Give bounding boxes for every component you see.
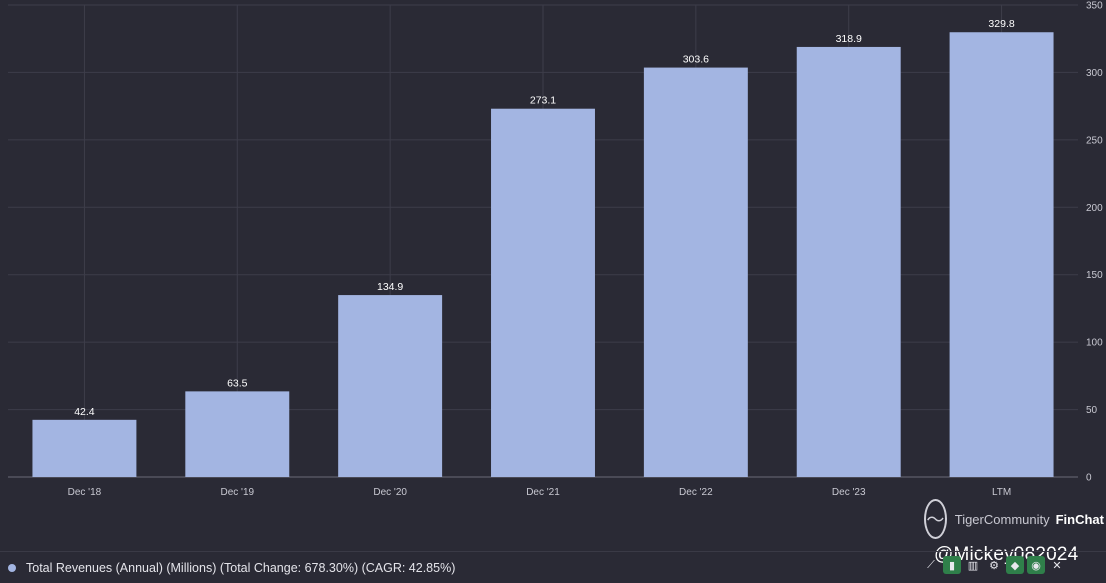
data-label: 134.9: [377, 281, 403, 293]
bar[interactable]: [949, 32, 1054, 477]
x-tick-label: Dec '20: [373, 487, 407, 498]
chart-toolbar: ⟋ ▮ ▥ ⚙ ◆ ◉ ✕: [922, 556, 1066, 574]
tag-icon[interactable]: ◆: [1006, 556, 1024, 574]
bars: [32, 32, 1054, 477]
y-tick-label: 150: [1086, 270, 1103, 281]
x-tick-label: Dec '21: [526, 487, 560, 498]
data-labels: 42.4 63.5 134.9 273.1 303.6 318.9 329.8: [74, 18, 1015, 418]
legend-dot-icon[interactable]: [8, 563, 16, 572]
x-tick-label: Dec '22: [679, 487, 713, 498]
x-tick-label: Dec '18: [68, 487, 102, 498]
watermark: 〜 TigerCommunity FinChat: [924, 497, 1104, 541]
close-icon[interactable]: ✕: [1052, 559, 1062, 572]
legend: Total Revenues (Annual) (Millions) (Tota…: [0, 551, 1106, 583]
y-tick-label: 300: [1086, 68, 1103, 79]
data-label: 329.8: [988, 18, 1014, 30]
bar[interactable]: [338, 295, 443, 477]
bar[interactable]: [796, 46, 901, 477]
legend-label[interactable]: Total Revenues (Annual) (Millions) (Tota…: [26, 560, 456, 575]
x-tick-label: Dec '19: [220, 487, 254, 498]
y-tick-label: 350: [1086, 1, 1103, 12]
data-label: 42.4: [74, 406, 95, 418]
column-chart-icon[interactable]: ▥: [967, 559, 979, 572]
tiger-logo-icon: 〜: [924, 499, 947, 539]
bar[interactable]: [491, 108, 595, 477]
y-tick-label: 0: [1086, 473, 1092, 484]
watermark-brand: FinChat: [1055, 511, 1104, 527]
data-label: 63.5: [227, 377, 248, 389]
data-label: 303.6: [683, 54, 709, 66]
data-label: 318.9: [836, 33, 862, 45]
bar[interactable]: [185, 391, 290, 477]
x-tick-label: LTM: [992, 487, 1011, 498]
settings-icon[interactable]: ⚙: [989, 559, 999, 572]
y-tick-label: 100: [1086, 338, 1103, 349]
bar[interactable]: [643, 67, 748, 477]
x-axis-ticks: Dec '18 Dec '19 Dec '20 Dec '21 Dec '22 Dec '…: [68, 487, 1012, 498]
y-tick-label: 200: [1086, 203, 1103, 214]
bar[interactable]: [32, 419, 137, 477]
bar-chart-icon[interactable]: ▮: [943, 556, 961, 574]
revenue-bar-chart: 42.4 63.5 134.9 273.1 303.6 318.9 329.8 Dec '1…: [8, 1, 1103, 498]
data-label: 273.1: [530, 95, 556, 107]
x-tick-label: Dec '23: [832, 487, 866, 498]
eye-icon[interactable]: ◉: [1027, 556, 1045, 574]
watermark-community: TigerCommunity: [954, 511, 1050, 527]
y-tick-label: 50: [1086, 405, 1098, 416]
y-tick-label: 250: [1086, 135, 1103, 146]
line-chart-icon[interactable]: ⟋: [927, 558, 935, 571]
y-axis-ticks: 0 50 100 150 200 250 300 350: [1086, 1, 1103, 484]
